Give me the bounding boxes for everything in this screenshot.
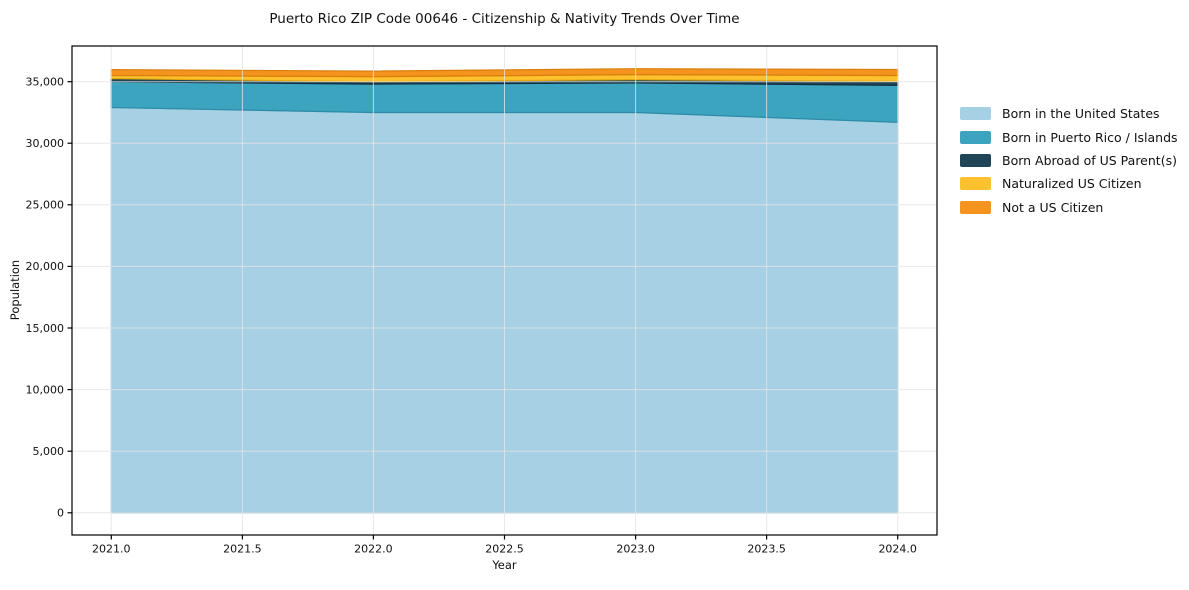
y-tick-label: 15,000	[26, 322, 65, 335]
x-axis-label: Year	[492, 558, 517, 572]
legend-item: Naturalized US Citizen	[960, 172, 1178, 195]
y-tick-label: 10,000	[26, 383, 65, 396]
chart-title: Puerto Rico ZIP Code 00646 - Citizenship…	[269, 11, 740, 27]
legend-swatch-naturalized-us-citizen	[960, 177, 991, 191]
y-tick-label: 20,000	[26, 260, 65, 273]
legend-item: Born in Puerto Rico / Islands	[960, 125, 1178, 148]
legend-item: Born in the United States	[960, 102, 1178, 125]
x-tick-label: 2023.5	[747, 543, 786, 556]
y-tick-label: 0	[57, 507, 64, 520]
legend-label: Born in Puerto Rico / Islands	[1002, 129, 1178, 145]
y-tick-label: 35,000	[26, 76, 65, 89]
x-tick-label: 2022.0	[354, 543, 393, 556]
legend-swatch-born-abroad-of-us-parent-s	[960, 153, 991, 167]
x-tick-label: 2024.0	[878, 543, 917, 556]
y-tick-label: 25,000	[26, 199, 65, 212]
legend-item: Not a US Citizen	[960, 196, 1178, 219]
y-axis-label: Population	[8, 259, 22, 321]
y-tick-label: 5,000	[33, 445, 65, 458]
y-tick-label: 30,000	[26, 137, 65, 150]
legend-label: Not a US Citizen	[1002, 199, 1104, 215]
x-tick-label: 2022.5	[485, 543, 524, 556]
legend-swatch-born-in-puerto-rico-islands	[960, 130, 991, 144]
x-tick-label: 2021.0	[92, 543, 131, 556]
legend: Born in the United States Born in Puerto …	[960, 102, 1178, 219]
legend-label: Naturalized US Citizen	[1002, 176, 1142, 192]
legend-item: Born Abroad of US Parent(s)	[960, 149, 1178, 172]
legend-swatch-not-a-us-citizen	[960, 200, 991, 214]
legend-label: Born Abroad of US Parent(s)	[1002, 152, 1177, 168]
legend-label: Born in the United States	[1002, 106, 1160, 122]
legend-swatch-born-in-the-united-states	[960, 107, 991, 121]
x-tick-label: 2021.5	[223, 543, 262, 556]
x-tick-label: 2023.0	[616, 543, 655, 556]
